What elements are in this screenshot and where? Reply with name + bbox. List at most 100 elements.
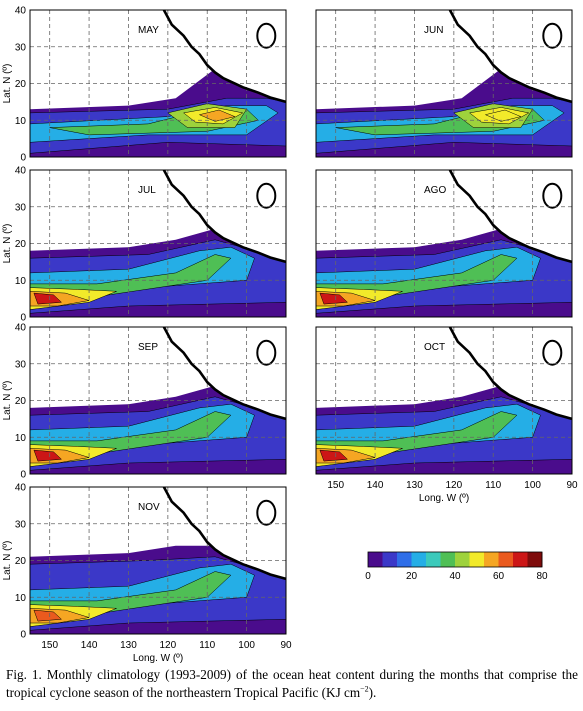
y-tick-label: 0 [20, 630, 26, 641]
coastline [162, 9, 287, 104]
x-tick-label: 100 [524, 480, 541, 491]
y-tick-label: 30 [15, 359, 27, 370]
month-label: JUL [138, 185, 156, 196]
colorbar-frame [367, 551, 543, 568]
coastline [448, 9, 573, 104]
y-tick-label: 40 [15, 323, 27, 334]
colorbar-swatch [426, 552, 441, 567]
y-axis-label: Lat. N (º) [2, 224, 13, 264]
x-axis-label: Long. W (º) [419, 493, 469, 504]
y-tick-label: 20 [15, 79, 27, 90]
panels-layer: MAY 0 10 20 30 40 Lat. N (º) JUN JUL 0 10 20 30 40 Lat… [2, 6, 578, 665]
x-tick-label: 120 [160, 640, 177, 651]
colorbar-swatch [440, 552, 456, 567]
panel-sep: SEP 0 10 20 30 40 Lat. N (º) [2, 323, 287, 481]
caption-superscript: −2 [360, 684, 369, 694]
x-axis-label: Long. W (º) [133, 653, 183, 664]
panel-jun: JUN [315, 9, 573, 158]
colorbar-tick-label: 0 [365, 571, 371, 582]
gulf-coast-outline [256, 339, 277, 366]
coastline [162, 169, 287, 264]
colorbar-tick-label: 20 [406, 571, 418, 582]
month-label: NOV [138, 502, 160, 513]
panel-frame [315, 169, 573, 318]
y-tick-label: 30 [15, 519, 27, 530]
colorbar-swatch [455, 552, 470, 567]
heat-content-field [30, 487, 286, 634]
panel-frame [29, 169, 287, 318]
y-tick-label: 30 [15, 202, 27, 213]
panel-nov: NOV 0 10 20 30 40 Lat. N (º) 150 140 130 120 110 100… [2, 483, 292, 665]
y-tick-label: 0 [20, 313, 26, 324]
panel-frame [315, 9, 573, 158]
y-axis-label: Lat. N (º) [2, 541, 13, 581]
y-tick-label: 10 [15, 276, 27, 287]
land [449, 327, 572, 419]
colorbar-tick-label: 40 [449, 571, 461, 582]
land [163, 170, 286, 262]
y-tick-label: 10 [15, 433, 27, 444]
y-tick-label: 20 [15, 556, 27, 567]
colorbar: 0 20 40 60 80 [365, 551, 548, 582]
month-label: SEP [138, 342, 158, 353]
y-tick-label: 10 [15, 116, 27, 127]
coastline [448, 169, 573, 264]
colorbar-swatch [513, 552, 528, 567]
colorbar-swatch [368, 552, 383, 567]
caption-end: ). [368, 685, 377, 700]
month-label: AGO [424, 185, 446, 196]
x-tick-label: 120 [446, 480, 463, 491]
panel-frame [29, 486, 287, 635]
x-tick-label: 140 [367, 480, 384, 491]
month-label: JUN [424, 25, 443, 36]
gulf-coast-outline [256, 22, 277, 49]
x-tick-label: 140 [81, 640, 98, 651]
panel-ago: AGO [315, 169, 573, 318]
panel-oct: OCT 150 140 130 120 110 100 90 Long. W (º) [315, 326, 578, 504]
x-tick-label: 90 [280, 640, 292, 651]
gulf-coast-outline [256, 499, 277, 526]
y-tick-label: 40 [15, 483, 27, 494]
x-tick-label: 150 [41, 640, 58, 651]
land [449, 10, 572, 102]
colorbar-swatch [498, 552, 514, 567]
land [163, 487, 286, 579]
y-tick-label: 20 [15, 239, 27, 250]
gulf-coast-outline [542, 22, 563, 49]
y-tick-label: 40 [15, 6, 27, 17]
land [163, 10, 286, 102]
land [163, 327, 286, 419]
x-tick-label: 100 [238, 640, 255, 651]
coastline [162, 486, 287, 581]
month-label: MAY [138, 25, 159, 36]
x-tick-label: 110 [485, 480, 501, 491]
colorbar-swatch [484, 552, 499, 567]
x-tick-label: 130 [120, 640, 137, 651]
panel-frame [29, 326, 287, 475]
y-tick-label: 10 [15, 593, 27, 604]
caption-text: Fig. 1. Monthly climatology (1993-2009) … [6, 667, 578, 700]
y-tick-label: 0 [20, 153, 26, 164]
gulf-coast-outline [542, 182, 563, 209]
x-tick-label: 150 [327, 480, 344, 491]
y-axis-label: Lat. N (º) [2, 381, 13, 421]
panel-may: MAY 0 10 20 30 40 Lat. N (º) [2, 6, 287, 164]
figure-caption: Fig. 1. Monthly climatology (1993-2009) … [6, 666, 578, 702]
coastline [448, 326, 573, 421]
land [449, 170, 572, 262]
colorbar-tick-label: 60 [493, 571, 505, 582]
y-tick-label: 20 [15, 396, 27, 407]
colorbar-swatch [469, 552, 485, 567]
panel-frame [315, 326, 573, 475]
panel-frame [29, 9, 287, 158]
gulf-coast-outline [256, 182, 277, 209]
colorbar-swatch [397, 552, 412, 567]
x-tick-label: 90 [566, 480, 578, 491]
month-label: OCT [424, 342, 445, 353]
colorbar-tick-label: 80 [536, 571, 548, 582]
panel-jul: JUL 0 10 20 30 40 Lat. N (º) [2, 166, 287, 324]
colorbar-swatch [527, 552, 543, 567]
gulf-coast-outline [542, 339, 563, 366]
colorbar-swatch [382, 552, 398, 567]
